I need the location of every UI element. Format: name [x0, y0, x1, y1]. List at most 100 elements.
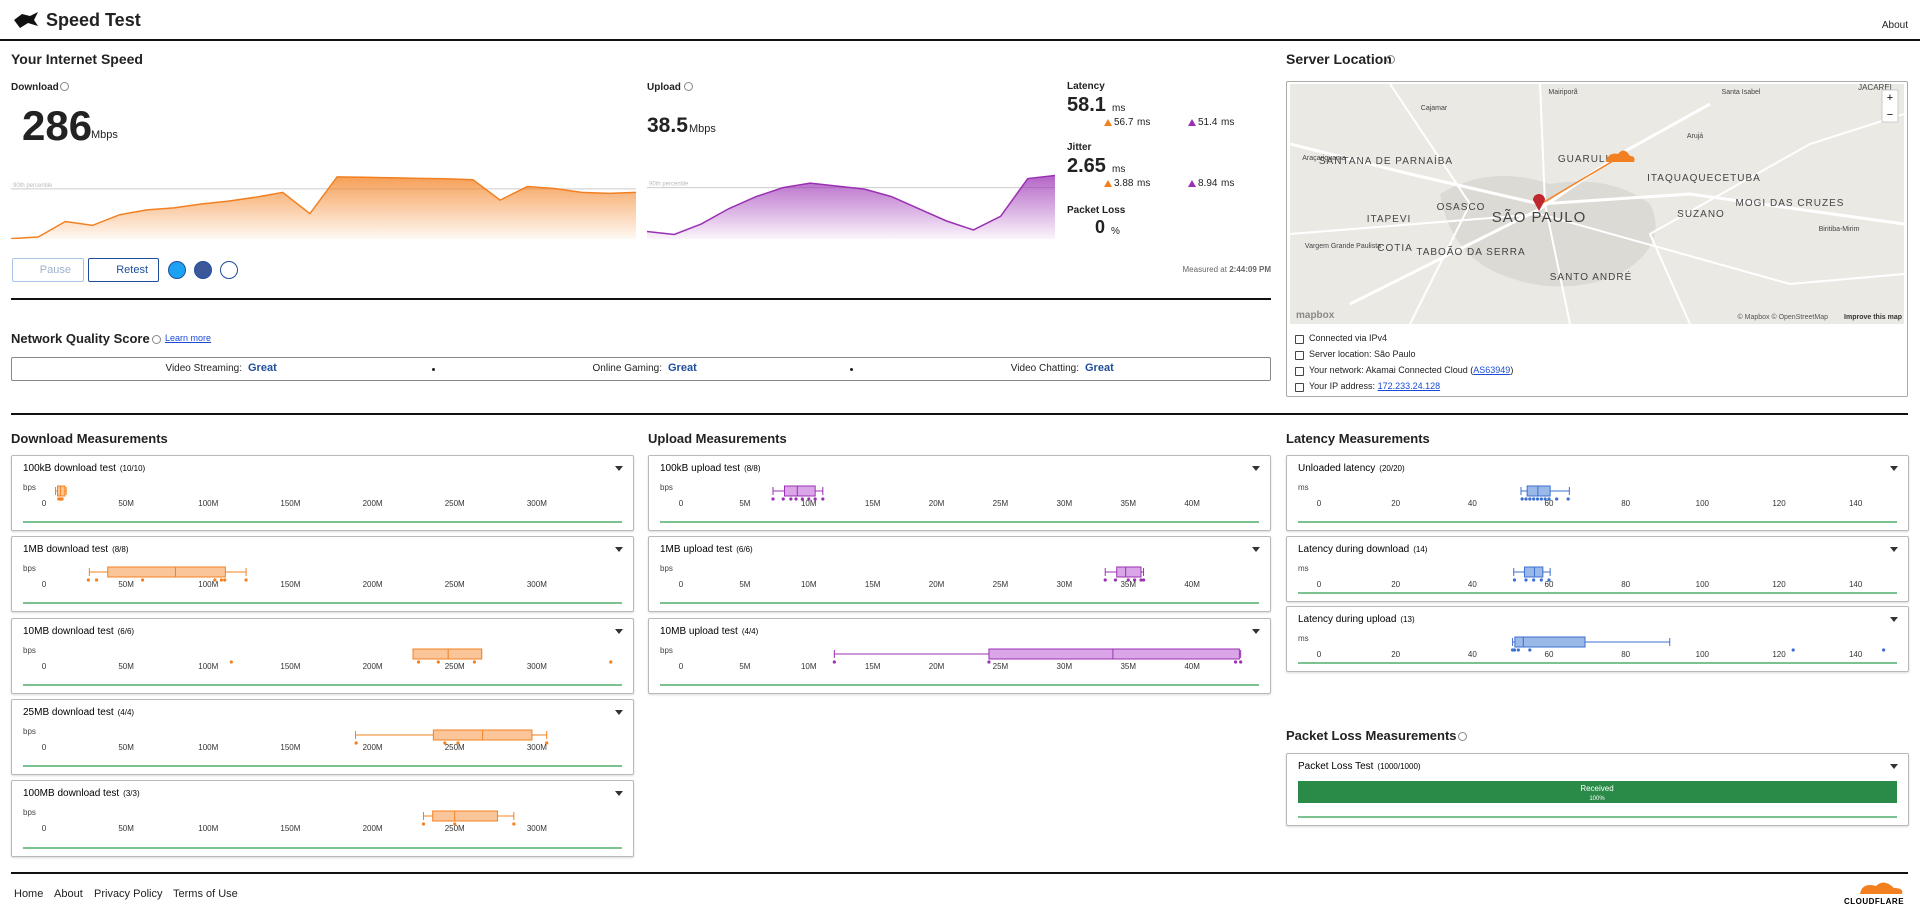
box-plot: 100MB download test (3/3) bps 0 50M 100M 150M 2… — [23, 788, 623, 849]
x-tick-label: 100M — [198, 743, 218, 752]
retest-button[interactable]: Retest — [88, 258, 159, 282]
chevron — [615, 466, 623, 471]
axis-unit: ms — [1298, 634, 1309, 643]
x-tick-label: 0 — [42, 580, 47, 589]
metric-label: Download — [11, 82, 59, 93]
info-icon — [1295, 367, 1304, 376]
map-place: Mairiporã — [1548, 89, 1577, 96]
metric-value: 38.5 — [647, 114, 688, 137]
metric-unit: % — [1111, 226, 1120, 237]
sub-value: 51.4 — [1198, 117, 1218, 128]
map-place: SANTO ANDRÉ — [1550, 270, 1633, 283]
box — [432, 810, 498, 822]
measurement-card: 100kB download test (10/10) bps 0 50M 100M 150… — [11, 455, 634, 531]
box — [1116, 566, 1142, 578]
x-tick-label: 120 — [1772, 580, 1786, 589]
arrow — [1104, 180, 1112, 187]
point — [1524, 578, 1528, 582]
info-icon — [152, 335, 161, 344]
point — [1528, 497, 1532, 501]
point — [421, 822, 426, 826]
point — [1532, 497, 1536, 501]
measurement-card: 1MB upload test (6/6) bps 0 5M 10M 15M 20M 25M 30… — [648, 536, 1271, 612]
test-name: Latency during upload — [1298, 614, 1396, 625]
info-icon — [60, 82, 69, 91]
chevron — [1252, 547, 1260, 552]
point — [1520, 497, 1524, 501]
point — [94, 578, 99, 582]
footer-link[interactable]: Home — [14, 888, 44, 900]
point — [821, 497, 825, 501]
x-tick-label: 140 — [1849, 499, 1863, 508]
quality-rating: Great — [248, 362, 277, 374]
logo-icon — [14, 12, 38, 28]
sub-value: 56.7 — [1114, 117, 1134, 128]
point — [456, 741, 460, 745]
x-tick-label: 120 — [1772, 499, 1786, 508]
sub-value: 3.88 — [1114, 178, 1134, 189]
info-link[interactable]: 172.233.24.128 — [1377, 381, 1441, 391]
point — [1532, 578, 1536, 582]
sub-unit: ms — [1137, 178, 1151, 189]
road — [1539, 84, 1571, 324]
speed-line — [647, 174, 1055, 236]
measurement-card: 10MB download test (6/6) bps 0 50M 100M 150M 20… — [11, 618, 634, 694]
x-tick-label: 0 — [679, 580, 684, 589]
info-text: Server location: São Paulo — [1309, 349, 1416, 359]
section-title: Upload Measurements — [648, 431, 787, 446]
bar-value: 100% — [1589, 796, 1605, 802]
area-fill — [11, 176, 636, 239]
point — [1528, 648, 1532, 652]
x-tick-label: 250M — [445, 824, 465, 833]
chevron — [615, 629, 623, 634]
x-tick-label: 35M — [1120, 662, 1136, 671]
facebook-share[interactable] — [194, 261, 212, 279]
x-tick-label: 40M — [1184, 580, 1200, 589]
x-tick-label: 30M — [1057, 580, 1073, 589]
test-name: 1MB download test — [23, 544, 108, 555]
point — [789, 497, 793, 501]
footer-link[interactable]: Privacy Policy — [94, 888, 163, 900]
x-tick-label: 80 — [1621, 580, 1630, 589]
box-plot: Latency during upload (13) ms 0 20 40 60 80 100 1… — [1298, 614, 1898, 664]
axis-unit: bps — [23, 727, 36, 736]
point — [219, 578, 224, 582]
point — [86, 578, 90, 582]
server-cloud — [1606, 150, 1635, 162]
about-link[interactable]: About — [1881, 20, 1908, 31]
section-title: Server Location — [1286, 51, 1392, 67]
axis-unit: bps — [23, 483, 36, 492]
point — [794, 497, 798, 501]
metric-label: Latency — [1067, 81, 1105, 92]
point — [229, 660, 233, 664]
info-text: Your network: Akamai Connected Cloud ( — [1309, 365, 1474, 375]
measurement-card: 25MB download test (4/4) bps 0 50M 100M 150M 20… — [11, 699, 634, 775]
x-tick-label: 10M — [801, 499, 817, 508]
chevron — [1890, 466, 1898, 471]
sub-unit: ms — [1221, 178, 1235, 189]
footer-link[interactable]: Terms of Use — [173, 888, 238, 900]
urban-area — [1440, 176, 1656, 287]
box-plot: Unloaded latency (20/20) ms 0 20 40 60 80 100 120… — [1298, 463, 1898, 523]
footer-link[interactable]: About — [54, 888, 83, 900]
learn-more-link[interactable]: Learn more — [165, 333, 212, 343]
route — [1538, 157, 1619, 206]
quality-rating: Great — [668, 362, 697, 374]
chevron — [1890, 547, 1898, 552]
test-name: Packet Loss Test — [1298, 761, 1374, 772]
metric-label: Jitter — [1067, 142, 1092, 153]
x-tick-label: 150M — [280, 499, 300, 508]
x-tick-label: 10M — [801, 580, 817, 589]
x-tick-label: 300M — [527, 580, 547, 589]
x-tick-label: 60 — [1545, 650, 1554, 659]
measurement-card: 10MB upload test (4/4) bps 0 5M 10M 15M 20M 25M 3… — [648, 618, 1271, 694]
download-results[interactable] — [220, 261, 238, 279]
info-link[interactable]: AS63949 — [1473, 365, 1511, 375]
twitter-share[interactable] — [168, 261, 186, 279]
x-tick-label: 50M — [118, 662, 134, 671]
x-tick-label: 80 — [1621, 650, 1630, 659]
pause-button[interactable]: Pause — [12, 258, 84, 282]
point — [1539, 497, 1543, 501]
point — [771, 497, 775, 501]
point — [1516, 648, 1520, 652]
